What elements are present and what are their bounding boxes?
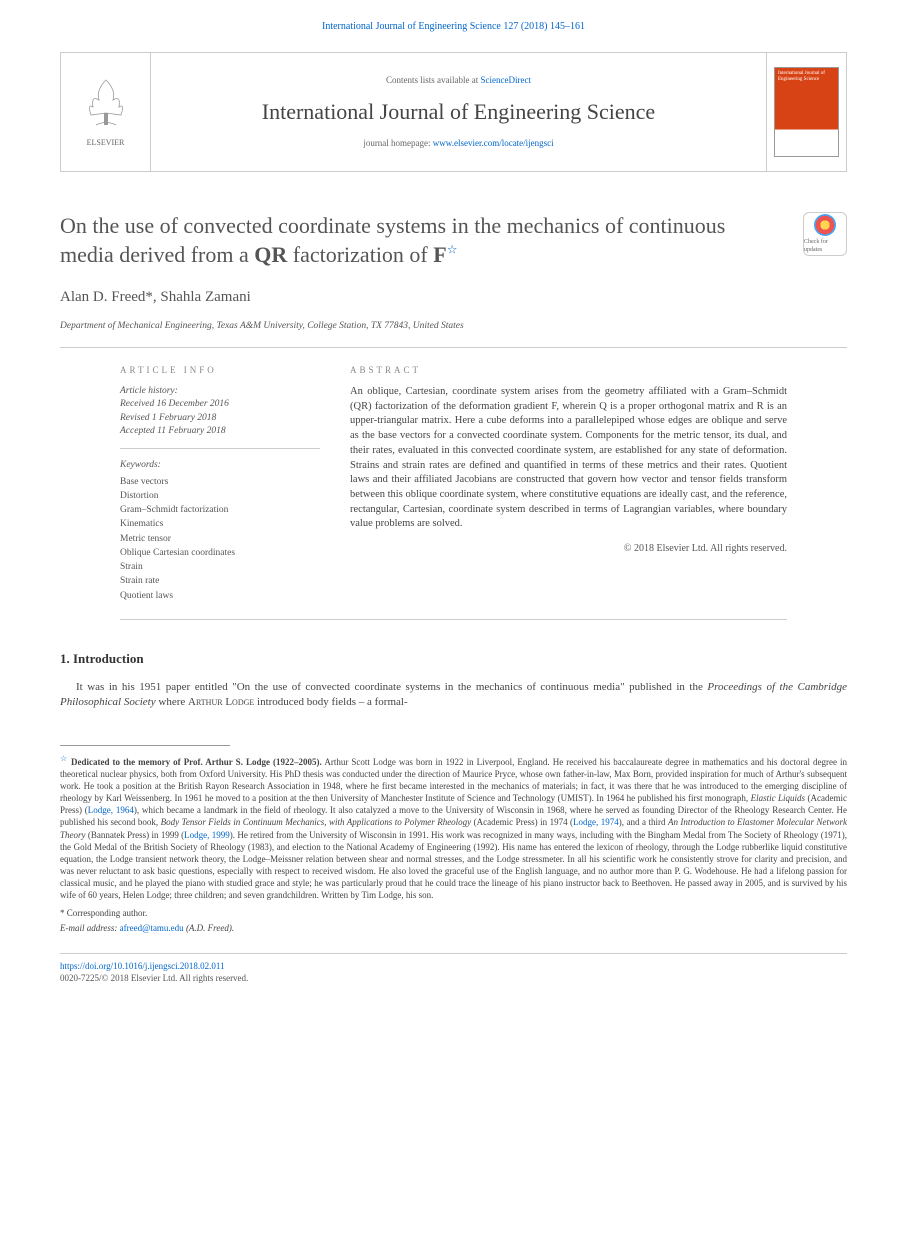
- abstract-column: ABSTRACT An oblique, Cartesian, coordina…: [350, 364, 787, 602]
- keyword: Strain rate: [120, 574, 320, 588]
- elsevier-tree-icon: [81, 75, 131, 135]
- keywords-label: Keywords:: [120, 459, 320, 472]
- abstract-text: An oblique, Cartesian, coordinate system…: [350, 385, 787, 532]
- journal-masthead: ELSEVIER Contents lists available at Sci…: [60, 52, 847, 172]
- journal-title: International Journal of Engineering Sci…: [262, 97, 655, 128]
- article-history: Article history: Received 16 December 20…: [120, 385, 320, 449]
- keyword: Base vectors: [120, 475, 320, 489]
- journal-cover-thumb: International Journal of Engineering Sci…: [766, 53, 846, 171]
- article-title: On the use of convected coordinate syste…: [60, 212, 803, 269]
- keyword: Strain: [120, 560, 320, 574]
- revised-date: Revised 1 February 2018: [120, 412, 320, 425]
- publisher-name: ELSEVIER: [87, 137, 125, 148]
- dedication-footnote: ☆ Dedicated to the memory of Prof. Arthu…: [0, 754, 907, 902]
- email-line: E-mail address: afreed@tamu.edu (A.D. Fr…: [0, 920, 907, 943]
- affiliation-line: Department of Mechanical Engineering, Te…: [60, 316, 847, 348]
- homepage-line: journal homepage: www.elsevier.com/locat…: [363, 137, 553, 150]
- article-header: On the use of convected coordinate syste…: [0, 182, 907, 279]
- doi-link[interactable]: https://doi.org/10.1016/j.ijengsci.2018.…: [60, 961, 225, 971]
- keywords-list: Base vectors Distortion Gram–Schmidt fac…: [120, 475, 320, 603]
- page-footer: https://doi.org/10.1016/j.ijengsci.2018.…: [60, 953, 847, 985]
- sciencedirect-link[interactable]: ScienceDirect: [481, 75, 531, 85]
- keyword: Kinematics: [120, 517, 320, 531]
- issn-copyright: 0020-7225/© 2018 Elsevier Ltd. All right…: [60, 973, 248, 983]
- contents-line: Contents lists available at ScienceDirec…: [386, 74, 531, 87]
- citation-text: International Journal of Engineering Sci…: [322, 21, 585, 32]
- running-header: International Journal of Engineering Sci…: [0, 0, 907, 42]
- ref-link[interactable]: Lodge, 1999: [184, 830, 230, 840]
- introduction-section: 1. Introduction It was in his 1951 paper…: [0, 620, 907, 721]
- intro-paragraph: It was in his 1951 paper entitled "On th…: [60, 680, 847, 711]
- info-abstract-row: ARTICLE INFO Article history: Received 1…: [120, 348, 787, 619]
- authors-line: Alan D. Freed*, Shahla Zamani: [0, 279, 907, 316]
- cover-image: International Journal of Engineering Sci…: [774, 67, 839, 157]
- homepage-link[interactable]: www.elsevier.com/locate/ijengsci: [433, 138, 554, 148]
- email-link[interactable]: afreed@tamu.edu: [120, 923, 184, 933]
- crossmark-icon: [814, 214, 836, 236]
- elsevier-logo: ELSEVIER: [61, 53, 151, 171]
- ref-link[interactable]: Lodge, 1964: [88, 805, 134, 815]
- keyword: Quotient laws: [120, 589, 320, 603]
- title-footnote-star[interactable]: ☆: [447, 242, 458, 256]
- abstract-copyright: © 2018 Elsevier Ltd. All rights reserved…: [350, 542, 787, 556]
- intro-heading: 1. Introduction: [60, 650, 847, 668]
- accepted-date: Accepted 11 February 2018: [120, 425, 320, 438]
- corresponding-author: * Corresponding author.: [0, 901, 907, 920]
- abstract-label: ABSTRACT: [350, 364, 787, 377]
- article-info-column: ARTICLE INFO Article history: Received 1…: [120, 364, 320, 602]
- received-date: Received 16 December 2016: [120, 398, 320, 411]
- keyword: Metric tensor: [120, 532, 320, 546]
- keyword: Oblique Cartesian coordinates: [120, 546, 320, 560]
- keyword: Gram–Schmidt factorization: [120, 503, 320, 517]
- article-info-label: ARTICLE INFO: [120, 364, 320, 377]
- keyword: Distortion: [120, 489, 320, 503]
- footnote-separator: [60, 745, 230, 746]
- footnote-star-icon: ☆: [60, 754, 68, 763]
- journal-center-block: Contents lists available at ScienceDirec…: [151, 53, 766, 171]
- ref-link[interactable]: Lodge, 1974: [573, 817, 619, 827]
- crossmark-label: Check for updates: [804, 238, 846, 255]
- crossmark-badge[interactable]: Check for updates: [803, 212, 847, 256]
